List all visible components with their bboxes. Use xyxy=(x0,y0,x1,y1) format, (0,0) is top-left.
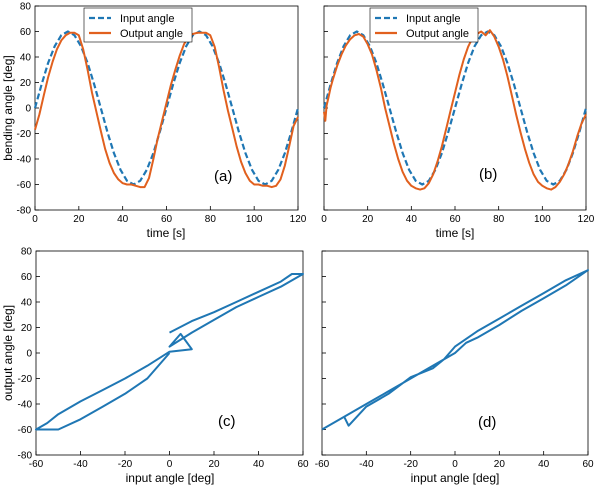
panel-c-series-loop xyxy=(35,273,304,431)
panel-c-ytick-label-7: 60 xyxy=(21,272,33,283)
panel-a-series-output-angle xyxy=(34,31,299,189)
panel-a-legend: Input angle Output angle xyxy=(83,7,193,43)
panel-a-xlabel: time [s] xyxy=(147,226,186,240)
panel-c-xtick-label-3: 0 xyxy=(167,459,173,470)
panel-b-legend: Input angle Output angle xyxy=(369,7,479,43)
panel-a-ytick-label-5: 20 xyxy=(20,78,32,89)
panel-a-ytick-label-7: 60 xyxy=(20,27,32,38)
panel-a-ytick-label-6: 40 xyxy=(20,53,32,64)
panel-c-ytick-label-0: -80 xyxy=(18,451,33,462)
panel-b-tag: (b) xyxy=(479,166,497,183)
panel-c-ytick-label-5: 20 xyxy=(21,323,33,334)
panel-b-xlabel: time [s] xyxy=(436,226,475,240)
panel-a-legend-output-label: Output angle xyxy=(120,28,183,40)
panel-b-legend-output-label: Output angle xyxy=(406,28,469,40)
panel-a-series-input-angle xyxy=(33,30,300,186)
panel-a-plot xyxy=(33,30,300,189)
panel-a-axes: 0 20 40 60 80 100 120 -80 -60 -40 -20 0 20 40 60 80 xyxy=(17,2,307,226)
panel-c-xtick-label-5: 40 xyxy=(253,459,265,470)
panel-b-series-input-angle xyxy=(322,30,588,186)
panel-b-xtick-label-3: 60 xyxy=(449,214,461,225)
panel-b-xtick-label-4: 80 xyxy=(493,214,505,225)
panel-d-axes: -60 -40 -20 0 20 40 60 xyxy=(315,250,594,470)
panel-a-xtick-label-5: 100 xyxy=(246,214,263,225)
panel-a-xtick-label-3: 60 xyxy=(161,214,173,225)
panel-b-legend-input-label: Input angle xyxy=(406,13,460,25)
panel-a-tag: (a) xyxy=(214,168,232,185)
panel-b-plot xyxy=(322,29,588,191)
panel-b-xtick-label-6: 120 xyxy=(578,214,595,225)
panel-c-xlabel: input angle [deg] xyxy=(126,471,215,485)
panel-d-xtick-label-5: 40 xyxy=(538,459,550,470)
panel-a-ylabel: bending angle [deg] xyxy=(1,55,15,160)
panel-b-xtick-label-2: 40 xyxy=(406,214,418,225)
panel-d-plot xyxy=(321,269,589,431)
panel-c-xtick-label-4: 20 xyxy=(208,459,220,470)
panel-c-ytick-label-4: 0 xyxy=(26,349,32,360)
panel-d-series-loop xyxy=(321,269,589,431)
panel-d-xtick-label-6: 60 xyxy=(582,459,594,470)
panel-c-ytick-label-1: -60 xyxy=(18,425,33,436)
panel-a-legend-input-label: Input angle xyxy=(120,13,174,25)
panel-b-series-output-angle xyxy=(323,29,587,191)
panel-c-ytick-label-3: -20 xyxy=(18,374,33,385)
panel-c-plot xyxy=(35,273,304,431)
panel-a-xtick-label-2: 40 xyxy=(117,214,129,225)
panel-a-ytick-label-1: -60 xyxy=(17,180,32,191)
panel-a-ytick-label-4: 0 xyxy=(25,104,31,115)
panel-a-xtick-label-6: 120 xyxy=(290,214,307,225)
panel-b-xtick-label-1: 20 xyxy=(362,214,374,225)
panel-a: 0 20 40 60 80 100 120 -80 -60 -40 -20 0 20 40 60 80 Inp… xyxy=(1,2,307,241)
panel-a-ytick-label-0: -80 xyxy=(17,206,32,217)
panel-c-ytick-label-2: -40 xyxy=(18,400,33,411)
panel-c-xtick-label-0: -60 xyxy=(29,459,44,470)
panel-b-legend-box xyxy=(369,7,479,43)
panel-d-xtick-label-3: 0 xyxy=(452,459,458,470)
panel-c-ytick-label-6: 40 xyxy=(21,298,33,309)
panel-d-xtick-label-0: -60 xyxy=(315,459,330,470)
panel-b: 0 20 40 60 80 100 120 Input angle Output angle… xyxy=(321,5,595,240)
panel-b-xtick-label-5: 100 xyxy=(534,214,551,225)
panel-a-ytick-label-3: -20 xyxy=(17,129,32,140)
panel-d-tag: (d) xyxy=(478,414,496,431)
panel-c-xtick-label-2: -20 xyxy=(118,459,133,470)
panel-c-ylabel: output angle [deg] xyxy=(1,305,15,401)
panel-d-xtick-label-4: 20 xyxy=(494,459,506,470)
panel-a-ytick-label-8: 80 xyxy=(20,2,32,13)
panel-c-xtick-label-1: -40 xyxy=(73,459,88,470)
panel-d-xtick-label-2: -20 xyxy=(403,459,418,470)
panel-b-xtick-label-0: 0 xyxy=(321,214,327,225)
panel-a-xtick-label-4: 80 xyxy=(205,214,217,225)
panel-c-ytick-label-8: 80 xyxy=(21,247,33,258)
panel-d-xtick-label-1: -40 xyxy=(359,459,374,470)
panel-d-xlabel: input angle [deg] xyxy=(411,471,500,485)
panel-a-ytick-label-2: -40 xyxy=(17,155,32,166)
panel-c-tag: (c) xyxy=(218,413,236,430)
panel-a-xtick-label-1: 20 xyxy=(73,214,85,225)
panel-d: -60 -40 -20 0 20 40 60 (d) input angle [deg] xyxy=(315,250,594,485)
panel-c-xtick-label-6: 60 xyxy=(297,459,309,470)
panel-a-xtick-label-0: 0 xyxy=(32,214,38,225)
panel-a-legend-box xyxy=(83,7,193,43)
